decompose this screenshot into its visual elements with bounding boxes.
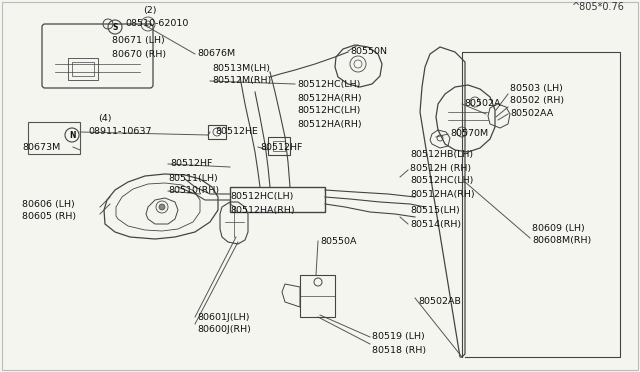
Text: 80512HC(LH): 80512HC(LH) — [230, 192, 293, 202]
Text: 80512HC(LH): 80512HC(LH) — [297, 106, 360, 115]
Text: 80515(LH): 80515(LH) — [410, 206, 460, 215]
Text: 80512M(RH): 80512M(RH) — [212, 77, 271, 86]
Text: 08510-62010: 08510-62010 — [125, 19, 188, 29]
Text: 80502AB: 80502AB — [418, 296, 461, 305]
Text: (2): (2) — [143, 6, 157, 16]
Text: 80502 (RH): 80502 (RH) — [510, 96, 564, 106]
Text: 80518 (RH): 80518 (RH) — [372, 346, 426, 355]
Text: 80605 (RH): 80605 (RH) — [22, 212, 76, 221]
Text: 80510(RH): 80510(RH) — [168, 186, 219, 196]
Text: 80512HF: 80512HF — [260, 142, 302, 151]
Text: 80519 (LH): 80519 (LH) — [372, 333, 425, 341]
Bar — [300, 275, 335, 317]
Bar — [68, 58, 98, 80]
Text: 80600J(RH): 80600J(RH) — [197, 326, 251, 334]
Text: 80512HA(RH): 80512HA(RH) — [410, 189, 475, 199]
Text: 80512HA(RH): 80512HA(RH) — [230, 205, 294, 215]
Text: 80512HA(RH): 80512HA(RH) — [297, 119, 362, 128]
Text: (4): (4) — [98, 115, 111, 124]
Bar — [273, 141, 285, 151]
Text: 80671 (LH): 80671 (LH) — [112, 36, 164, 45]
Text: 80601J(LH): 80601J(LH) — [197, 312, 250, 321]
Text: S: S — [112, 22, 118, 32]
Text: 80676M: 80676M — [197, 49, 235, 58]
Text: 80512HF: 80512HF — [170, 160, 212, 169]
Text: 80512HA(RH): 80512HA(RH) — [297, 93, 362, 103]
Text: 08911-10637: 08911-10637 — [88, 128, 152, 137]
Text: 80550N: 80550N — [350, 46, 387, 55]
Bar — [72, 62, 94, 76]
Bar — [28, 122, 80, 154]
Bar — [268, 137, 290, 155]
Text: 80503 (LH): 80503 (LH) — [510, 83, 563, 93]
Text: 80609 (LH): 80609 (LH) — [532, 224, 585, 232]
Text: 80514(RH): 80514(RH) — [410, 219, 461, 228]
Text: 80512HB(LH): 80512HB(LH) — [410, 151, 473, 160]
Text: 80511(LH): 80511(LH) — [168, 173, 218, 183]
Text: 80512HE: 80512HE — [215, 128, 258, 137]
Text: 80608M(RH): 80608M(RH) — [532, 237, 591, 246]
Bar — [230, 187, 325, 212]
Text: 80512H (RH): 80512H (RH) — [410, 164, 471, 173]
Text: 80673M: 80673M — [22, 142, 60, 151]
Text: 80502AA: 80502AA — [510, 109, 553, 119]
Bar — [208, 125, 226, 139]
Text: 80550A: 80550A — [320, 237, 356, 246]
Text: 80570M: 80570M — [450, 129, 488, 138]
Text: 80512HC(LH): 80512HC(LH) — [297, 80, 360, 90]
Text: 80670 (RH): 80670 (RH) — [112, 49, 166, 58]
Circle shape — [159, 204, 165, 210]
Text: 80606 (LH): 80606 (LH) — [22, 199, 75, 208]
Text: N: N — [68, 131, 76, 140]
Text: 80502A: 80502A — [464, 99, 500, 109]
Text: 80512HC(LH): 80512HC(LH) — [410, 176, 474, 186]
Text: ^805*0.76: ^805*0.76 — [572, 2, 625, 12]
Text: 80513M(LH): 80513M(LH) — [212, 64, 270, 73]
